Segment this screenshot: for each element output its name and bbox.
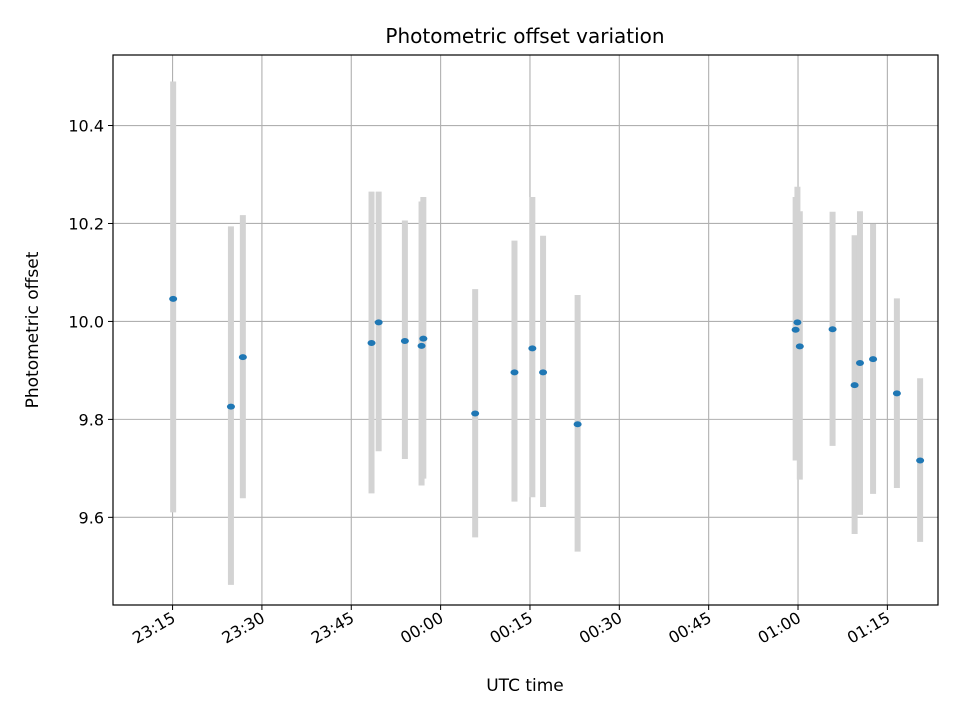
data-point xyxy=(367,339,376,346)
data-point xyxy=(793,319,802,326)
data-point xyxy=(169,295,178,302)
y-axis-label: Photometric offset xyxy=(23,251,43,408)
data-point xyxy=(374,319,383,326)
y-tick-label: 10.0 xyxy=(68,312,104,331)
y-tick-label: 9.6 xyxy=(79,508,104,527)
data-point xyxy=(855,360,864,367)
data-points xyxy=(169,295,925,464)
data-point xyxy=(419,335,428,342)
data-point xyxy=(828,326,837,333)
data-point xyxy=(916,457,925,464)
data-point xyxy=(795,343,804,350)
y-tick-label: 9.8 xyxy=(79,410,104,429)
x-axis-label: UTC time xyxy=(486,676,564,696)
data-point xyxy=(869,356,878,363)
data-point xyxy=(528,345,537,352)
data-point xyxy=(510,369,519,376)
data-point xyxy=(892,390,901,397)
data-point xyxy=(791,326,800,333)
plot-area xyxy=(113,55,938,605)
y-tick-label: 10.2 xyxy=(68,214,104,233)
data-point xyxy=(471,410,480,417)
y-tick-label: 10.4 xyxy=(68,117,104,136)
data-point xyxy=(417,342,426,349)
data-point xyxy=(400,338,409,345)
data-point xyxy=(226,403,235,410)
y-axis-ticks: 9.6 9.8 10.0 10.2 10.4 xyxy=(68,117,113,527)
data-point xyxy=(573,421,582,428)
data-point xyxy=(850,382,859,389)
chart-title: Photometric offset variation xyxy=(385,24,664,48)
plot-frame xyxy=(112,54,939,606)
data-point xyxy=(539,369,548,376)
data-point xyxy=(238,354,247,361)
